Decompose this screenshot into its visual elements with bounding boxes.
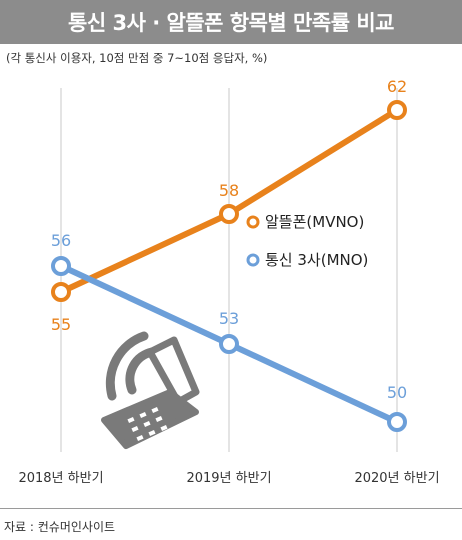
data-point <box>51 256 71 276</box>
footer-divider <box>0 508 462 509</box>
chart-subtitle: (각 통신사 이용자, 10점 만점 중 7~10점 응답자, %) <box>6 51 268 65</box>
x-tick-label: 2019년 하반기 <box>186 471 271 486</box>
data-point <box>387 100 407 120</box>
legend-label: 통신 3사(MNO) <box>265 251 368 269</box>
chart-title: 통신 3사 · 알뜰폰 항목별 만족률 비교 <box>0 0 462 44</box>
data-point <box>51 282 71 302</box>
data-label: 56 <box>51 231 71 250</box>
data-label: 53 <box>219 309 239 328</box>
data-label: 50 <box>387 383 407 402</box>
source-note: 자료 : 컨슈머인사이트 <box>4 520 116 534</box>
legend: 알뜰폰(MVNO) 통신 3사(MNO) <box>246 213 368 269</box>
data-point <box>219 204 239 224</box>
legend-marker <box>246 215 260 229</box>
x-tick-label: 2018년 하반기 <box>18 471 103 486</box>
data-label: 62 <box>387 77 407 96</box>
data-point <box>387 412 407 432</box>
data-label: 55 <box>51 315 71 334</box>
data-label: 58 <box>219 181 239 200</box>
x-tick-label: 2020년 하반기 <box>354 471 439 486</box>
data-point <box>219 334 239 354</box>
phone-icon <box>101 331 200 449</box>
legend-marker <box>246 253 260 267</box>
legend-label: 알뜰폰(MVNO) <box>265 213 364 231</box>
